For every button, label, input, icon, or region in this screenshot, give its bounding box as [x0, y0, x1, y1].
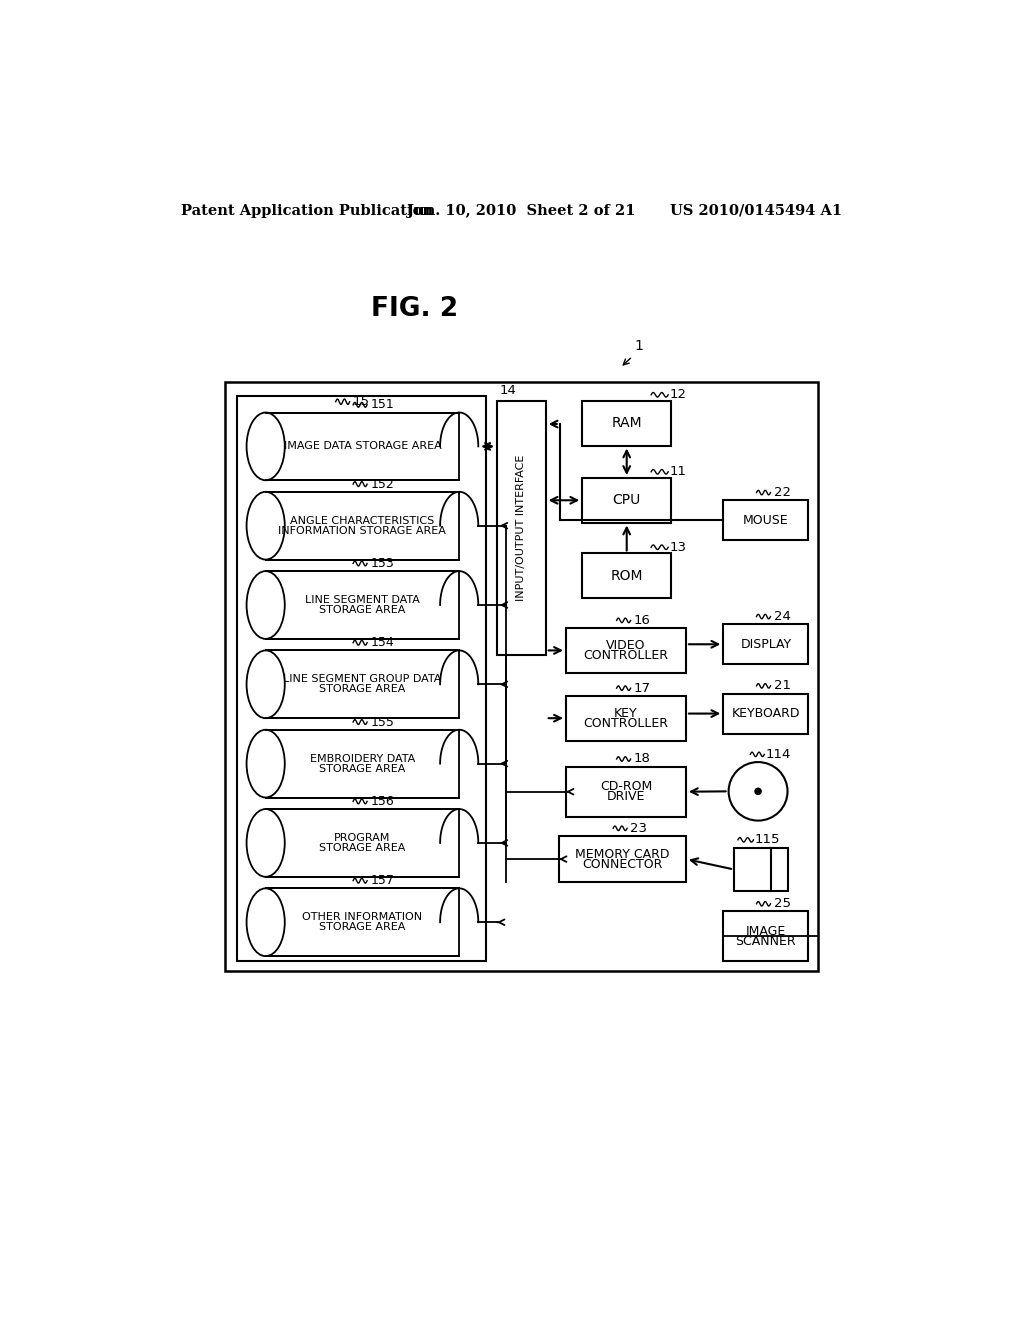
Bar	[723, 500, 809, 540]
Text: 155: 155	[371, 715, 394, 729]
Bar	[265, 809, 459, 876]
Text: 17: 17	[634, 681, 650, 694]
Text: ANGLE CHARACTERISTICS: ANGLE CHARACTERISTICS	[291, 516, 434, 525]
Ellipse shape	[247, 492, 285, 560]
Text: SCANNER: SCANNER	[735, 935, 796, 948]
Ellipse shape	[247, 730, 285, 797]
Text: 24: 24	[773, 610, 791, 623]
Text: LINE SEGMENT GROUP DATA: LINE SEGMENT GROUP DATA	[284, 675, 441, 684]
Bar	[265, 572, 459, 639]
Text: 152: 152	[371, 478, 394, 491]
Text: IMAGE DATA STORAGE AREA: IMAGE DATA STORAGE AREA	[284, 441, 441, 451]
Bar	[566, 628, 686, 673]
Text: OTHER INFORMATION: OTHER INFORMATION	[302, 912, 423, 923]
Text: 18: 18	[634, 752, 650, 766]
Text: 16: 16	[634, 614, 650, 627]
Text: VIDEO: VIDEO	[606, 639, 646, 652]
Text: EMBROIDERY DATA: EMBROIDERY DATA	[310, 754, 415, 763]
Ellipse shape	[247, 572, 285, 639]
Text: Patent Application Publication: Patent Application Publication	[180, 203, 433, 218]
Text: 1: 1	[634, 339, 643, 354]
Text: Jun. 10, 2010  Sheet 2 of 21: Jun. 10, 2010 Sheet 2 of 21	[407, 203, 636, 218]
Bar	[723, 911, 809, 961]
Text: MOUSE: MOUSE	[743, 513, 788, 527]
Text: INFORMATION STORAGE AREA: INFORMATION STORAGE AREA	[279, 525, 446, 536]
Ellipse shape	[247, 651, 285, 718]
Text: STORAGE AREA: STORAGE AREA	[319, 923, 406, 932]
Ellipse shape	[247, 888, 285, 956]
Text: STORAGE AREA: STORAGE AREA	[319, 605, 406, 615]
Text: KEY: KEY	[614, 706, 638, 719]
Text: 157: 157	[371, 874, 394, 887]
Text: ROM: ROM	[610, 569, 643, 582]
Text: 114: 114	[766, 748, 792, 760]
Bar	[265, 492, 459, 560]
Text: CONTROLLER: CONTROLLER	[584, 717, 669, 730]
Text: 22: 22	[773, 486, 791, 499]
Text: 115: 115	[755, 833, 780, 846]
Bar	[723, 693, 809, 734]
Text: 156: 156	[371, 795, 394, 808]
Bar	[583, 478, 672, 523]
Text: 154: 154	[371, 636, 394, 649]
Text: 15: 15	[352, 395, 370, 408]
Ellipse shape	[247, 413, 285, 480]
Text: 13: 13	[670, 541, 687, 554]
Text: DRIVE: DRIVE	[607, 791, 645, 804]
Text: 12: 12	[670, 388, 687, 401]
Text: STORAGE AREA: STORAGE AREA	[319, 684, 406, 694]
Text: STORAGE AREA: STORAGE AREA	[319, 764, 406, 774]
Text: PROGRAM: PROGRAM	[334, 833, 390, 843]
Bar	[566, 767, 686, 817]
Bar	[265, 412, 459, 480]
Text: FIG. 2: FIG. 2	[371, 296, 459, 322]
Text: KEYBOARD: KEYBOARD	[731, 708, 800, 721]
Text: 14: 14	[500, 384, 516, 397]
Bar	[265, 651, 459, 718]
Text: LINE SEGMENT DATA: LINE SEGMENT DATA	[305, 595, 420, 605]
Circle shape	[729, 762, 787, 821]
Bar	[265, 730, 459, 797]
Bar	[583, 401, 672, 446]
Text: CD-ROM: CD-ROM	[600, 780, 652, 793]
Text: INPUT/OUTPUT INTERFACE: INPUT/OUTPUT INTERFACE	[516, 455, 526, 601]
Text: MEMORY CARD: MEMORY CARD	[575, 847, 670, 861]
Text: 153: 153	[371, 557, 394, 570]
Bar	[237, 396, 486, 961]
Bar	[225, 381, 818, 970]
Text: IMAGE: IMAGE	[745, 924, 786, 937]
Text: STORAGE AREA: STORAGE AREA	[319, 843, 406, 853]
Text: CONTROLLER: CONTROLLER	[584, 649, 669, 661]
Text: 23: 23	[630, 822, 647, 834]
Text: DISPLAY: DISPLAY	[740, 638, 792, 651]
Bar	[723, 624, 809, 664]
Circle shape	[755, 788, 761, 795]
Text: 21: 21	[773, 680, 791, 693]
Ellipse shape	[247, 809, 285, 876]
Text: CPU: CPU	[612, 494, 641, 507]
Text: RAM: RAM	[611, 416, 642, 430]
Text: 11: 11	[670, 465, 687, 478]
Bar	[734, 847, 788, 891]
Text: CONNECTOR: CONNECTOR	[583, 858, 663, 871]
Bar	[497, 401, 546, 655]
Text: 151: 151	[371, 399, 394, 412]
Text: US 2010/0145494 A1: US 2010/0145494 A1	[671, 203, 843, 218]
Bar	[559, 836, 686, 882]
Bar	[583, 553, 672, 598]
Bar	[265, 888, 459, 956]
Bar	[566, 696, 686, 741]
Text: 25: 25	[773, 898, 791, 911]
